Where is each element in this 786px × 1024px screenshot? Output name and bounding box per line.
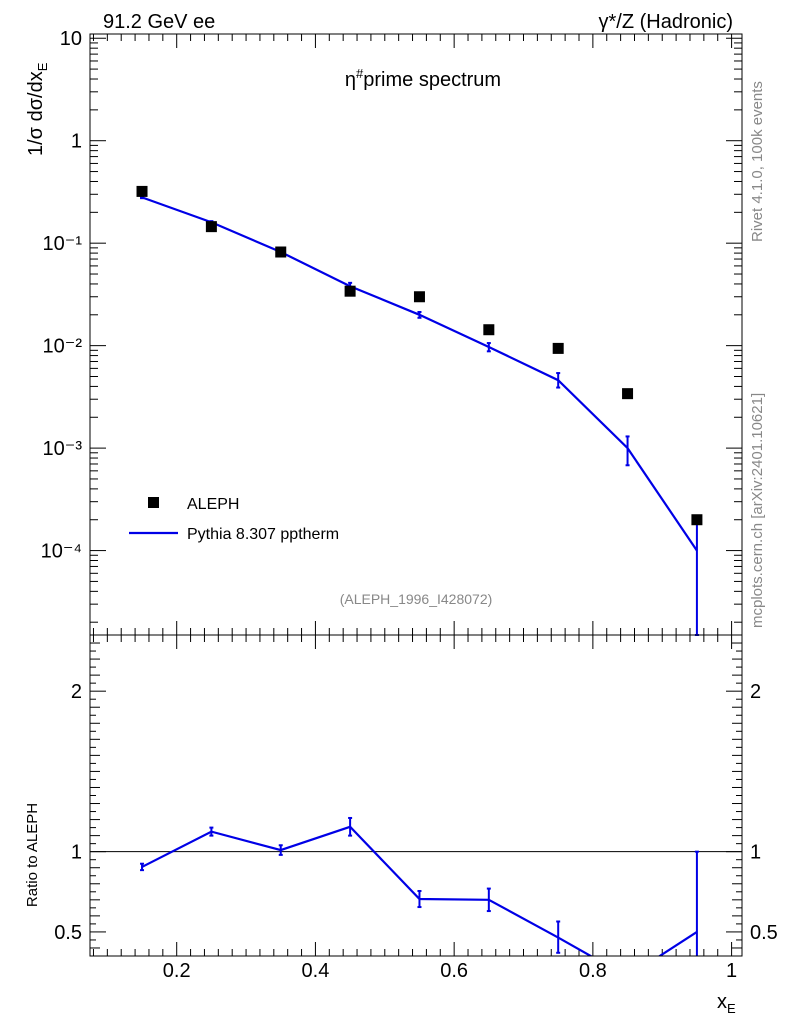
x-axis-label: xE bbox=[717, 991, 736, 1016]
ratio-y-tick-label-left: 0.5 bbox=[54, 922, 82, 944]
aleph-data-point bbox=[691, 514, 703, 526]
aleph-data-point bbox=[552, 342, 564, 354]
x-tick-label: 1 bbox=[726, 960, 737, 982]
ratio-y-tick-label-right: 1 bbox=[750, 842, 761, 864]
ratio-y-tick-label-right: 2 bbox=[750, 681, 761, 703]
ratio-panel: 0.5 0.51 12 2 0.2 0.4 0.6 0.8 1 Ratio to ALEPH … bbox=[24, 634, 778, 1016]
main-axis-ticks bbox=[90, 34, 742, 635]
legend: ALEPH Pythia 8.307 pptherm bbox=[129, 496, 339, 543]
main-frame bbox=[89, 33, 743, 636]
legend-mc-label: Pythia 8.307 pptherm bbox=[187, 526, 339, 543]
mc-error-bars-main bbox=[140, 195, 699, 636]
x-tick-label: 0.4 bbox=[302, 960, 330, 982]
main-y-tick-label: 10⁻³ bbox=[43, 438, 83, 460]
aleph-data-point bbox=[344, 285, 356, 297]
aleph-data-point bbox=[205, 221, 217, 233]
x-axis-label-subscript: E bbox=[727, 1001, 736, 1016]
main-y-tick-label: 10 bbox=[60, 28, 82, 50]
x-axis-label-text: x bbox=[717, 991, 727, 1013]
aleph-data-point bbox=[275, 246, 287, 258]
main-y-axis-label-subscript: E bbox=[35, 62, 50, 71]
ratio-frame bbox=[89, 634, 743, 957]
x-tick-label: 0.8 bbox=[579, 960, 607, 982]
aleph-data-point bbox=[622, 388, 634, 400]
main-y-axis-label: 1/σ dσ/dxE bbox=[25, 62, 50, 156]
rivet-version-label: Rivet 4.1.0, 100k events bbox=[749, 81, 766, 242]
plot-title-text: prime spectrum bbox=[363, 69, 501, 91]
legend-data-marker bbox=[148, 497, 159, 508]
process-label: γ*/Z (Hadronic) bbox=[599, 11, 733, 33]
plot-title-superscript: # bbox=[356, 66, 364, 81]
ratio-error-bars bbox=[140, 816, 699, 956]
mcplots-credit-label: mcplots.cern.ch [arXiv:2401.10621] bbox=[749, 393, 766, 628]
main-y-tick-labels: 10⁻⁴ 10⁻³ 10⁻² 10⁻¹ 1 10 bbox=[41, 28, 83, 562]
ratio-y-tick-label-right: 0.5 bbox=[750, 922, 778, 944]
ratio-x-tick-labels: 0.2 0.4 0.6 0.8 1 bbox=[163, 960, 737, 982]
main-y-tick-label: 10⁻² bbox=[43, 336, 83, 358]
analysis-id-watermark: (ALEPH_1996_I428072) bbox=[340, 591, 493, 607]
main-y-tick-label: 10⁻⁴ bbox=[41, 541, 82, 563]
x-tick-label: 0.2 bbox=[163, 960, 191, 982]
aleph-data-point bbox=[483, 324, 495, 336]
ratio-axis-ticks bbox=[90, 634, 742, 956]
main-y-axis-label-text: 1/σ dσ/dx bbox=[25, 71, 47, 156]
ratio-line bbox=[141, 825, 698, 956]
plot-title: η#prime spectrum bbox=[345, 66, 501, 91]
mc-line-main bbox=[141, 196, 698, 552]
aleph-data-point bbox=[136, 185, 148, 197]
main-y-tick-label: 10⁻¹ bbox=[43, 233, 83, 255]
aleph-data-markers bbox=[136, 185, 703, 526]
x-tick-label: 0.6 bbox=[440, 960, 468, 982]
ratio-y-axis-label: Ratio to ALEPH bbox=[24, 803, 41, 907]
energy-label: 91.2 GeV ee bbox=[103, 11, 215, 33]
aleph-data-point bbox=[413, 291, 425, 303]
ratio-y-tick-label-left: 2 bbox=[71, 681, 82, 703]
plot-title-eta: η bbox=[345, 69, 356, 91]
main-y-tick-label: 1 bbox=[71, 131, 82, 153]
ratio-y-tick-labels: 0.5 0.5 1 1 2 2 bbox=[54, 681, 778, 944]
ratio-y-tick-label-left: 1 bbox=[71, 842, 82, 864]
main-panel: 10⁻⁴ 10⁻³ 10⁻² 10⁻¹ 1 10 η#prime spectrum 1/σ… bbox=[25, 28, 743, 636]
legend-data-label: ALEPH bbox=[187, 496, 239, 513]
